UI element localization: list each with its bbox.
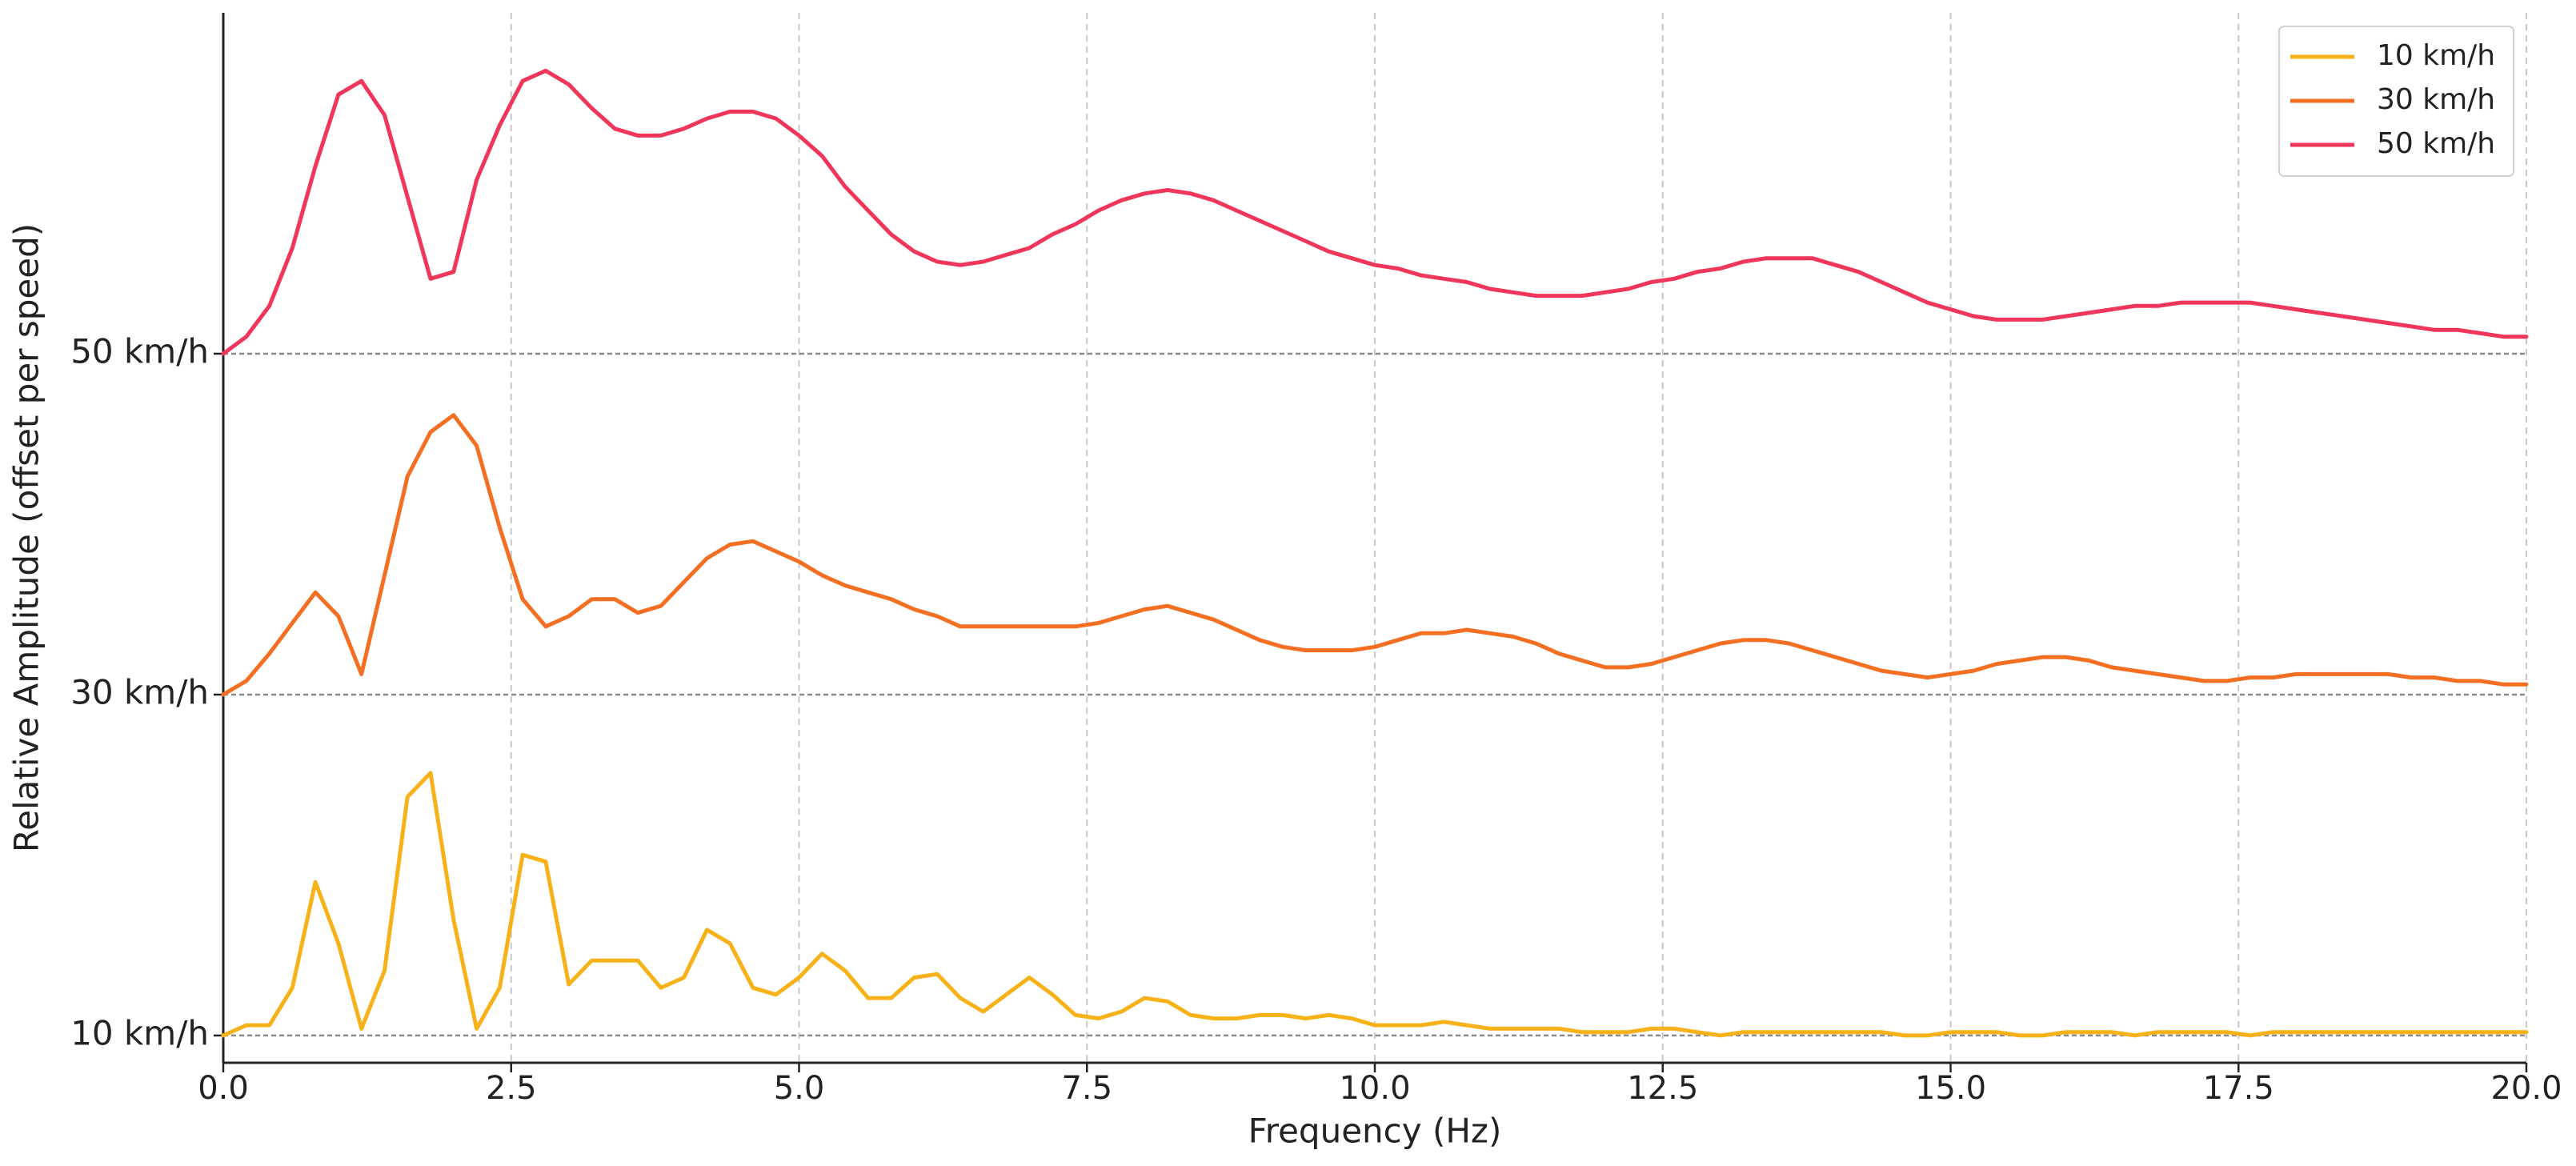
x-tick-label: 10.0: [1339, 1070, 1410, 1107]
y-tick-label: 50 km/h: [70, 331, 209, 371]
x-axis-label: Frequency (Hz): [1248, 1112, 1502, 1151]
series-line: [221, 68, 2529, 356]
legend-label: 10 km/h: [2377, 39, 2495, 72]
legend-label: 30 km/h: [2377, 83, 2495, 116]
x-tick-label: 0.0: [198, 1070, 249, 1107]
series-line: [221, 771, 2529, 1038]
legend: 10 km/h 30 km/h 50 km/h: [2278, 26, 2514, 177]
x-tick-label: 17.5: [2203, 1070, 2274, 1107]
x-tick-label: 12.5: [1627, 1070, 1698, 1107]
y-tick-label: 10 km/h: [70, 1013, 209, 1052]
legend-box: [2278, 26, 2514, 177]
x-tick-label: 20.0: [2490, 1070, 2562, 1107]
x-tick-label: 7.5: [1061, 1070, 1112, 1107]
legend-label: 50 km/h: [2377, 127, 2495, 160]
x-tick-label: 15.0: [1915, 1070, 1986, 1107]
x-tick-label: 5.0: [774, 1070, 825, 1107]
series-line: [221, 413, 2529, 697]
y-tick-label: 30 km/h: [70, 672, 209, 711]
x-tick-label: 2.5: [486, 1070, 537, 1107]
y-axis-label: Relative Amplitude (offset per speed): [7, 223, 46, 852]
